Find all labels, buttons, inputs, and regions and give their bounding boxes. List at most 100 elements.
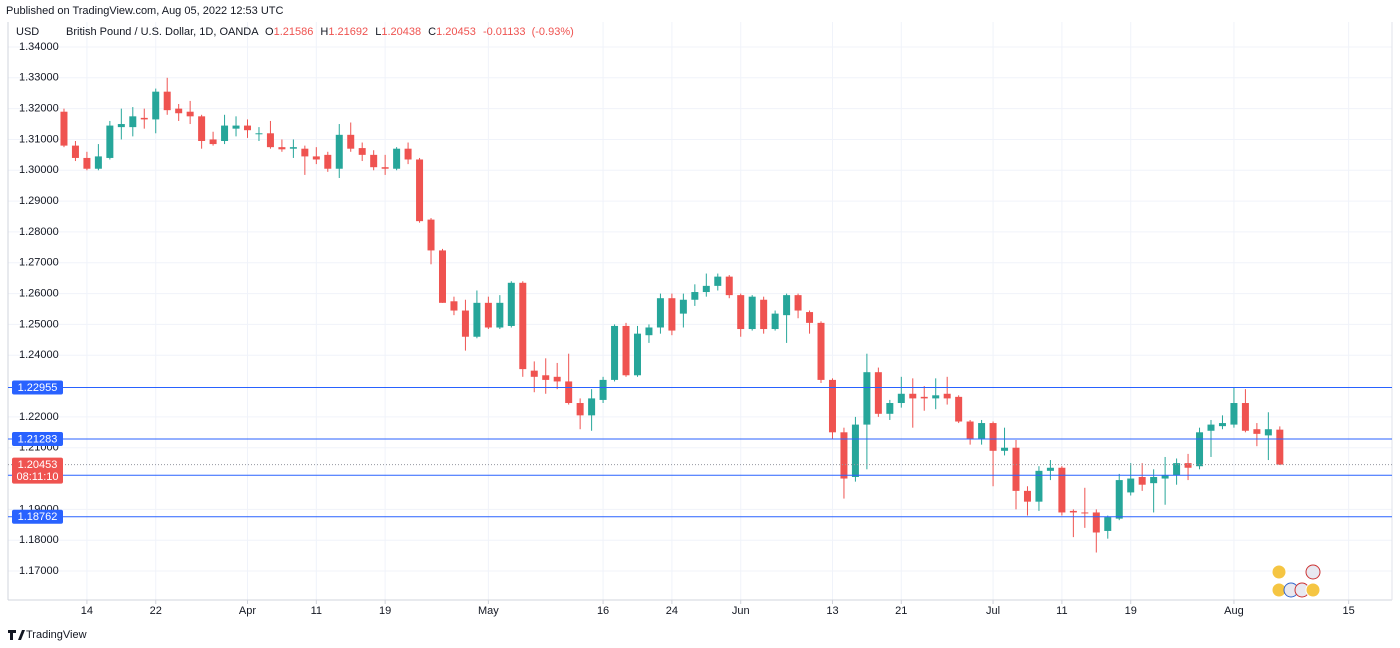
candle-body [71,145,79,158]
x-tick-label: 16 [597,605,609,617]
candle-body [324,154,332,169]
candle-body [1092,512,1100,533]
event-icon [1305,564,1321,580]
candle-body [427,219,435,251]
symbol-title: British Pound / U.S. Dollar, 1D, OANDA [66,26,259,38]
candle-body [60,111,68,146]
candle-body [484,302,492,328]
candle-body [886,403,894,414]
candle-body [507,282,515,326]
candle-body [530,370,538,377]
candle-body [1127,478,1135,493]
ohlc-letter: O [265,26,274,38]
ohlc-value: 1.21586 [274,26,314,38]
y-tick-label: 1.17000 [19,565,59,577]
x-tick-label: Jun [732,605,750,617]
candle-body [1253,429,1261,434]
candle-body [83,157,91,169]
y-tick-label: 1.33000 [19,72,59,84]
candle-body [450,301,458,311]
candle-body [519,282,527,370]
candle-body [175,108,183,114]
candle-body [806,312,814,323]
candle-body [725,276,733,296]
x-tick-label: Aug [1224,605,1244,617]
published-note: Published on TradingView.com, Aug 05, 20… [6,5,283,17]
candle-body [1069,510,1077,513]
candle-body [1184,463,1192,468]
candle-body [1276,429,1284,465]
y-tick-label: 1.26000 [19,287,59,299]
candle-body [1138,477,1146,485]
x-tick-label: 21 [895,605,907,617]
candle-body [679,299,687,314]
event-icons [1271,564,1321,598]
event-icon [1271,564,1287,580]
y-tick-label: 1.25000 [19,318,59,330]
candle-body [1264,429,1272,436]
candle-body [611,325,619,380]
event-icon [1305,582,1321,598]
price-line-label: 1.18762 [18,511,58,523]
candle-body [633,333,641,376]
candle-body [1161,475,1169,479]
candle-body [163,91,171,111]
candle-body [198,116,206,141]
candle-body [691,292,699,300]
candle-body [209,139,217,145]
candle-body [817,322,825,380]
x-tick-label: May [478,605,499,617]
candle-body [783,295,791,316]
candle-body [955,396,963,422]
brand-name: TradingView [26,629,87,641]
candle-body [1001,447,1009,451]
x-tick-label: 14 [81,605,93,617]
candle-body [473,302,481,337]
candle-body [1012,447,1020,491]
candle-body [668,298,676,331]
candle-body [312,156,320,160]
candle-body [1035,470,1043,502]
candle-body [243,125,251,131]
candle-body [760,299,768,330]
candle-body [1196,432,1204,467]
price-line-label: 1.21283 [18,433,58,445]
x-tick-label: 22 [150,605,162,617]
candle-body [1058,467,1066,513]
y-tick-label: 1.29000 [19,195,59,207]
candle-body [932,395,940,399]
candle-body [404,148,412,160]
candle-body [565,381,573,404]
x-tick-label: 11 [1056,605,1067,617]
candle-body [140,117,148,120]
candle-body [335,134,343,169]
candle-body [106,125,114,158]
bar-countdown: 08:11:10 [16,471,58,483]
x-tick-label: 19 [1125,605,1137,617]
x-tick-label: 19 [379,605,391,617]
candle-body [1173,463,1181,476]
candle-body [496,302,504,328]
brand-logo [8,630,25,640]
candle-body [358,148,366,155]
last-price-label: 1.20453 [18,459,58,471]
y-tick-label: 1.34000 [19,41,59,53]
candle-body [897,393,905,404]
x-tick-label: 15 [1343,605,1355,617]
candle-body [978,423,986,439]
y-tick-label: 1.22000 [19,411,59,423]
candle-body [152,91,160,120]
y-tick-label: 1.18000 [19,534,59,546]
candle-body [576,403,584,416]
candle-body [289,147,297,149]
candle-body [1104,517,1112,531]
candle-body [129,116,137,128]
y-tick-label: 1.24000 [19,349,59,361]
price-line-label-bg [12,509,63,524]
candle-body [851,424,859,478]
candle-body [461,310,469,337]
candle-body [645,327,653,336]
candle-body [909,393,917,399]
x-tick-label: Jul [986,605,1000,617]
